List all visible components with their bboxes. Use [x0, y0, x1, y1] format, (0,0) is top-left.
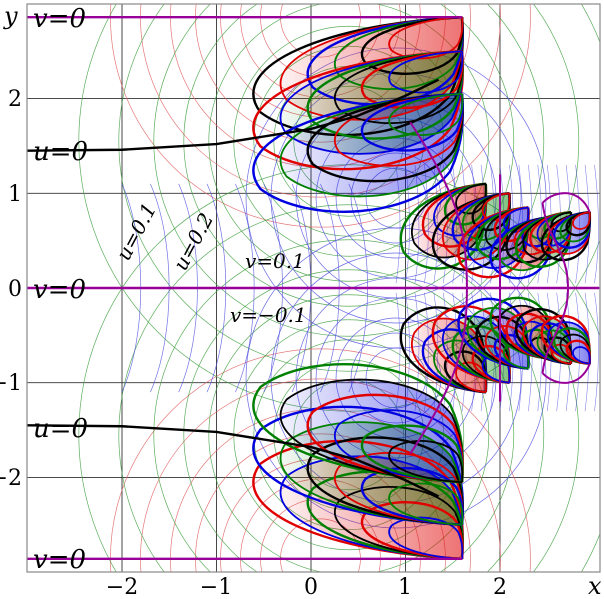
- bold-cusp-curves: [27, 15, 592, 561]
- x-tick-label: 0: [304, 575, 318, 599]
- cusp-lobe: [455, 182, 487, 215]
- y-axis-ticks: 2 1 0 −1 −2: [0, 87, 22, 491]
- cusp-lobe: [279, 92, 464, 198]
- cusp-lobe: [306, 92, 464, 183]
- level-curve: [153, 239, 545, 572]
- cusp-lobe: [306, 15, 464, 106]
- level-curve: [118, 204, 580, 572]
- mesh-line: [594, 292, 599, 412]
- cusp-lobe: [279, 455, 464, 560]
- cusp-lobe: [388, 439, 464, 484]
- cusp-lobe: [252, 405, 465, 526]
- cusp-lobe: [481, 355, 511, 384]
- cusp-lobe: [279, 421, 464, 526]
- cusp-lobe: [306, 393, 464, 484]
- x-axis-label: x: [588, 572, 602, 599]
- x-tick-label: 2: [493, 575, 507, 599]
- plot-area: [27, 4, 600, 572]
- label-u0-top: u=0: [33, 137, 88, 167]
- y-tick-label: 0: [8, 277, 22, 302]
- label-v0-top: v=0: [33, 4, 86, 34]
- cusp-lobe: [252, 15, 465, 137]
- level-curve: [208, 4, 490, 282]
- cusp-lobe: [333, 486, 464, 560]
- y-tick-label: 1: [8, 182, 22, 207]
- label-u02: u=0.2: [168, 209, 218, 275]
- y-axis-label: y: [3, 2, 18, 30]
- u0-curve: [27, 78, 440, 152]
- cusp-lobe: [252, 439, 465, 561]
- purple-loop: [541, 363, 591, 384]
- purple-loop: [409, 121, 468, 289]
- label-v01: v=0.1: [245, 249, 305, 273]
- cusp-lobe: [388, 92, 464, 137]
- cusp-lobe: [252, 92, 465, 213]
- label-v0-mid: v=0: [33, 275, 86, 305]
- label-v0-bot: v=0: [33, 545, 86, 575]
- cusp-lobe: [279, 16, 464, 121]
- level-curve: [208, 294, 490, 572]
- level-curve: [118, 4, 580, 372]
- cusp-lobe: [333, 16, 464, 90]
- plot-frame: [26, 3, 601, 573]
- cusp-lobe: [252, 50, 465, 171]
- cusp-lobe: [572, 211, 591, 230]
- cusp-lobe: [279, 378, 464, 484]
- label-u0-bot: u=0: [33, 414, 88, 444]
- level-curve: [183, 269, 515, 572]
- cusp-lobe: [503, 343, 530, 370]
- cusp-lobe: [455, 361, 487, 394]
- cusp-lobe: [503, 206, 530, 233]
- u0-curve: [27, 424, 440, 498]
- level-curve: [183, 4, 515, 307]
- level-curve: [153, 4, 545, 337]
- cusp-lobe: [572, 346, 591, 365]
- purple-loop: [541, 192, 591, 213]
- x-tick-label: 1: [398, 575, 412, 599]
- cusp-lobe: [279, 50, 464, 155]
- mesh-line: [594, 164, 599, 284]
- label-vm01: v=−0.1: [230, 303, 307, 327]
- cusp-lobe: [481, 192, 511, 221]
- x-tick-label: −2: [106, 575, 138, 599]
- cusp-lobe: [360, 92, 464, 152]
- cusp-lobe: [306, 470, 464, 561]
- x-axis-ticks: −2 −1 0 1 2: [106, 575, 507, 599]
- purple-loop: [409, 287, 468, 455]
- y-tick-label: −2: [0, 466, 22, 491]
- x-tick-label: −1: [200, 575, 232, 599]
- y-tick-label: −1: [0, 371, 22, 396]
- label-u01: u=0.1: [111, 199, 161, 265]
- y-tick-label: 2: [8, 87, 22, 112]
- axis-lines: [27, 15, 600, 561]
- purple-loop: [541, 202, 570, 289]
- cusp-lobe: [252, 363, 465, 484]
- cusp-lobe: [360, 501, 464, 561]
- cusp-lobe: [360, 424, 464, 484]
- cusp-lobe: [360, 15, 464, 75]
- purple-loop: [541, 287, 570, 374]
